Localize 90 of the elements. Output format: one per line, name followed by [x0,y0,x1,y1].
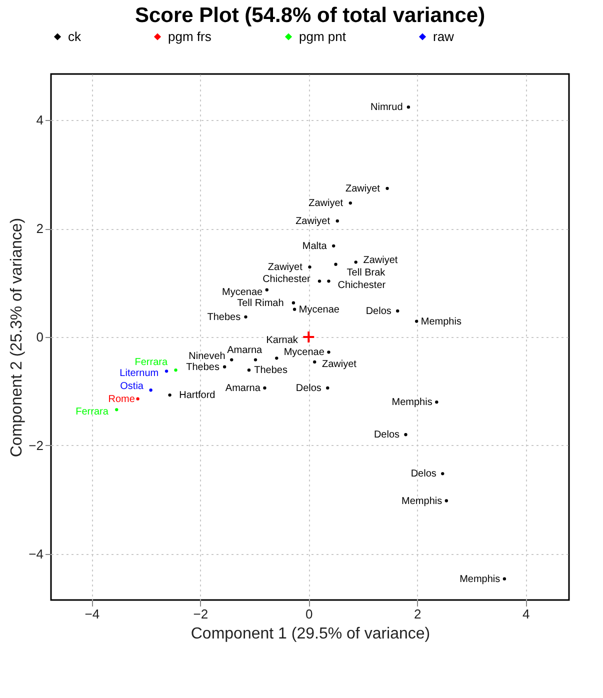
point [327,280,330,283]
point [292,301,296,304]
y-tick-label: 2 [36,221,44,236]
data-label: Liternum [120,368,159,380]
data-label: Zawiyet [322,358,357,370]
point [334,262,338,266]
point [164,370,168,373]
data-label: Rome [108,394,136,405]
point [435,400,438,404]
point [404,433,408,436]
data-label: Karnak [266,335,299,346]
point [441,472,444,476]
y-tick-label: −4 [28,546,44,562]
data-label: Amarna [227,344,263,356]
data-label: Thebes [186,362,220,373]
data-label: Tell Rimah [237,298,284,309]
x-tick-label: 2 [414,606,422,622]
legend-label: raw [433,28,455,44]
x-axis-title: Component 1 (29.5% of variance) [190,626,430,642]
point [396,309,400,313]
data-label: Thebes [207,312,241,323]
point [336,219,339,223]
point [292,308,296,311]
data-label: Nimrud [370,102,403,114]
data-label: Delos [296,382,322,394]
point [174,368,178,372]
data-label: Nineveh [188,350,226,362]
point [318,280,322,283]
point [265,288,268,292]
legend-label: pgm frs [168,28,212,44]
point [254,358,258,362]
data-label: Tell Brak [346,267,386,278]
point [230,358,234,362]
point [502,577,506,580]
point [222,365,226,368]
legend-label: pgm pnt [299,28,346,44]
y-axis-title: Component 2 (25.3% of variance) [8,218,26,458]
data-label: Chichester [338,280,386,292]
y-tick-label: −2 [28,438,44,453]
point [327,350,330,354]
point [313,360,316,364]
data-label: Mycenae [298,304,340,316]
point [386,186,389,190]
point [444,499,448,502]
data-label: Zawiyet [296,216,330,227]
data-label: Zawiyet [268,262,303,274]
data-label: Zawiyet [363,255,398,266]
x-tick-label: −4 [84,606,100,622]
point [308,265,312,269]
data-label: Delos [366,306,392,317]
data-label: Delos [374,430,400,441]
data-label: Memphis [402,496,442,507]
point [115,408,118,412]
point [406,106,410,109]
chart-title: Score Plot (54.8% of total variance) [134,4,486,27]
data-label: Hartford [179,390,216,402]
data-label: Thebes [254,365,288,376]
point [332,244,336,248]
point [354,260,358,264]
point [263,386,266,390]
data-label: Malta [302,240,328,252]
data-label: Ostia [120,381,144,392]
data-label: Chichester [262,274,312,286]
x-tick-label: −2 [193,606,208,622]
point [244,315,248,319]
point [136,397,140,400]
point [302,330,316,344]
data-label: Ferrara [134,357,168,368]
data-label: Memphis [392,397,432,408]
data-label: Amarna [225,382,261,394]
x-tick-label: 0 [306,606,313,622]
data-label: Mycenae [222,286,264,298]
point [168,393,172,397]
point [149,388,152,392]
data-label: Memphis [420,316,462,328]
data-label: Delos [410,468,436,480]
y-tick-label: 4 [36,112,44,128]
point [415,320,418,323]
y-tick-label: 0 [36,330,44,344]
point [275,356,278,360]
data-label: Memphis [460,574,500,585]
legend-label: ck [68,28,82,44]
x-tick-label: 4 [522,606,530,622]
point [326,386,330,390]
data-label: Ferrara [76,406,109,418]
data-label: Zawiyet [345,183,380,194]
data-label: Zawiyet [308,198,344,210]
data-label: Mycenae [284,347,325,358]
point [247,368,251,372]
point [348,201,352,205]
